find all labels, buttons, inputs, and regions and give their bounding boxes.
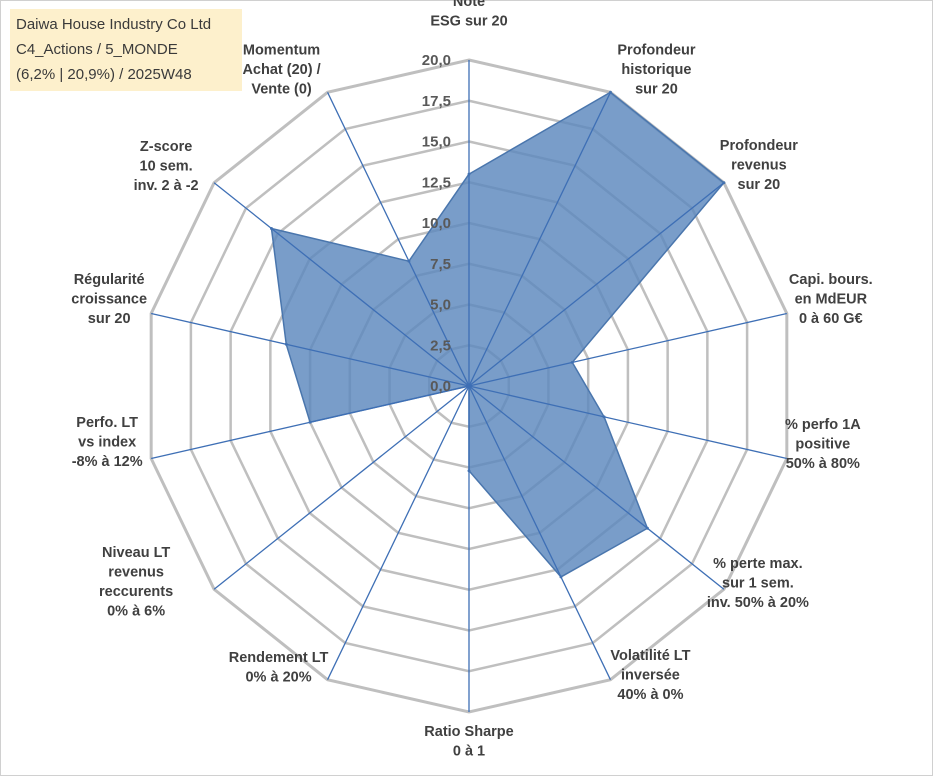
spoke-13 xyxy=(326,92,470,387)
axis-label-line: positive xyxy=(795,437,850,453)
spoke-12 xyxy=(213,182,470,387)
axis-label-10: Perfo. LT vs index -8% à 12% xyxy=(72,415,143,470)
axis-label-line: inv. 50% à 20% xyxy=(707,595,809,611)
tick-label: 10,0 xyxy=(422,215,451,232)
axis-label-8: Rendement LT 0% à 20% xyxy=(229,650,329,686)
tick-label: 5,0 xyxy=(430,297,451,314)
axis-label-line: inversée xyxy=(621,668,680,684)
axis-label-line: 40% à 0% xyxy=(617,687,683,703)
axis-label-6: Volatilité LT inversée 40% à 0% xyxy=(610,648,690,703)
tick-label: 7,5 xyxy=(430,256,451,273)
axis-label-line: 10 sem. xyxy=(140,159,193,175)
axis-label-line: 50% à 80% xyxy=(786,456,860,472)
tick-label: 12,5 xyxy=(422,174,451,191)
axis-label-line: Capi. bours. xyxy=(789,272,873,288)
radial-tick-labels: 0,0 2,5 5,0 7,5 10,0 12,5 15,0 17,5 20,0 xyxy=(422,52,451,395)
axis-label-line: Momentum xyxy=(243,42,320,58)
axis-label-line: sur 20 xyxy=(635,81,678,97)
tick-label: 0,0 xyxy=(430,378,451,395)
spoke-5 xyxy=(468,385,725,590)
title-category: C4_Actions / 5_MONDE xyxy=(16,41,178,58)
axis-label-line: Niveau LT xyxy=(102,545,170,561)
spoke-2 xyxy=(468,182,725,387)
spoke-1 xyxy=(468,92,612,387)
axis-label-line: -8% à 12% xyxy=(72,454,143,470)
axis-label-line: Profondeur xyxy=(720,138,798,154)
axis-label-line: sur 1 sem. xyxy=(722,575,794,591)
spoke-11 xyxy=(151,312,470,387)
axis-label-9: Niveau LT revenus reccurents 0% à 6% xyxy=(99,545,173,620)
axis-label-4: % perfo 1A positive 50% à 80% xyxy=(785,417,861,472)
axis-label-line: en MdEUR xyxy=(795,291,868,307)
axis-label-line: revenus xyxy=(108,565,164,581)
axis-label-line: Profondeur xyxy=(617,42,695,58)
axis-label-line: Note xyxy=(453,0,485,10)
axis-label-line: Achat (20) / xyxy=(242,62,320,78)
axis-label-line: % perfo 1A xyxy=(785,417,861,433)
axis-label-line: % perte max. xyxy=(713,556,802,572)
axis-label-line: 0 à 1 xyxy=(453,744,485,760)
title-box: Daiwa House Industry Co Ltd C4_Actions /… xyxy=(10,9,242,91)
axis-label-line: 0% à 6% xyxy=(107,604,165,620)
axis-label-line: historique xyxy=(621,62,691,78)
spoke-6 xyxy=(468,385,612,680)
axis-label-5: % perte max. sur 1 sem. inv. 50% à 20% xyxy=(707,556,809,611)
axis-labels: Note ESG sur 20 Profondeur historique sur 20… xyxy=(71,0,872,760)
spoke-9 xyxy=(213,385,470,590)
axis-label-line: 0% à 20% xyxy=(245,669,311,685)
axis-label-13: Momentum Achat (20) / Vente (0) xyxy=(242,42,320,97)
title-company: Daiwa House Industry Co Ltd xyxy=(16,16,212,33)
axis-label-line: revenus xyxy=(731,158,787,174)
spoke-10 xyxy=(151,385,470,460)
axis-label-0: Note ESG sur 20 xyxy=(430,0,507,30)
tick-label: 15,0 xyxy=(422,134,451,151)
axis-label-line: Perfo. LT xyxy=(76,415,138,431)
axis-label-line: 0 à 60 G€ xyxy=(799,311,863,327)
tick-label: 20,0 xyxy=(422,52,451,69)
tick-label: 17,5 xyxy=(422,93,451,110)
axis-label-line: sur 20 xyxy=(738,177,781,193)
axis-label-line: Volatilité LT xyxy=(610,648,690,664)
axis-label-line: inv. 2 à -2 xyxy=(134,178,199,194)
axis-label-line: croissance xyxy=(71,291,147,307)
axis-label-3: Capi. bours. en MdEUR 0 à 60 G€ xyxy=(789,272,873,327)
axis-label-1: Profondeur historique sur 20 xyxy=(617,42,695,97)
spoke-4 xyxy=(468,385,787,460)
spoke-3 xyxy=(468,312,787,387)
axis-label-line: reccurents xyxy=(99,584,173,600)
axis-label-line: Z-score xyxy=(140,139,192,155)
axis-label-12: Z-score 10 sem. inv. 2 à -2 xyxy=(134,139,199,194)
radar-series xyxy=(269,90,726,579)
tick-label: 2,5 xyxy=(430,337,451,354)
axis-label-line: Ratio Sharpe xyxy=(424,724,513,740)
axis-label-line: Vente (0) xyxy=(251,81,312,97)
axis-label-line: sur 20 xyxy=(88,311,131,327)
axis-label-7: Ratio Sharpe 0 à 1 xyxy=(424,724,513,760)
axis-label-2: Profondeur revenus sur 20 xyxy=(720,138,798,193)
axis-label-11: Régularité croissance sur 20 xyxy=(71,272,147,327)
radar-spokes xyxy=(151,60,787,712)
title-stats: (6,2% | 20,9%) / 2025W48 xyxy=(16,66,192,83)
axis-label-line: Régularité xyxy=(74,272,145,288)
axis-label-line: Rendement LT xyxy=(229,650,329,666)
axis-label-line: vs index xyxy=(78,435,136,451)
axis-label-line: ESG sur 20 xyxy=(430,14,507,30)
series-area-0 xyxy=(270,91,725,578)
spoke-8 xyxy=(326,385,470,680)
